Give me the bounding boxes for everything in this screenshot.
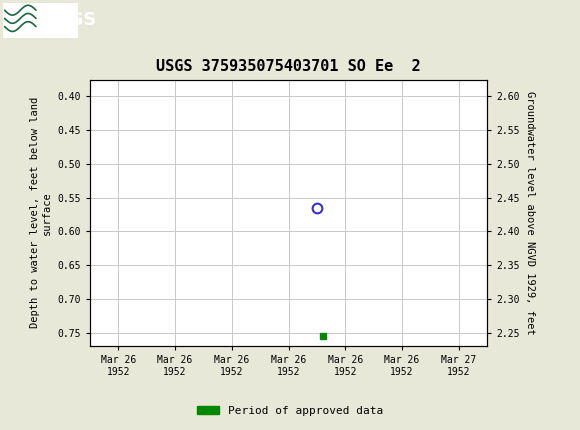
FancyBboxPatch shape bbox=[3, 3, 78, 37]
Title: USGS 375935075403701 SO Ee  2: USGS 375935075403701 SO Ee 2 bbox=[156, 59, 421, 74]
Y-axis label: Groundwater level above NGVD 1929, feet: Groundwater level above NGVD 1929, feet bbox=[525, 91, 535, 335]
Text: USGS: USGS bbox=[42, 12, 97, 29]
Y-axis label: Depth to water level, feet below land
surface: Depth to water level, feet below land su… bbox=[30, 97, 52, 329]
Legend: Period of approved data: Period of approved data bbox=[193, 401, 387, 420]
